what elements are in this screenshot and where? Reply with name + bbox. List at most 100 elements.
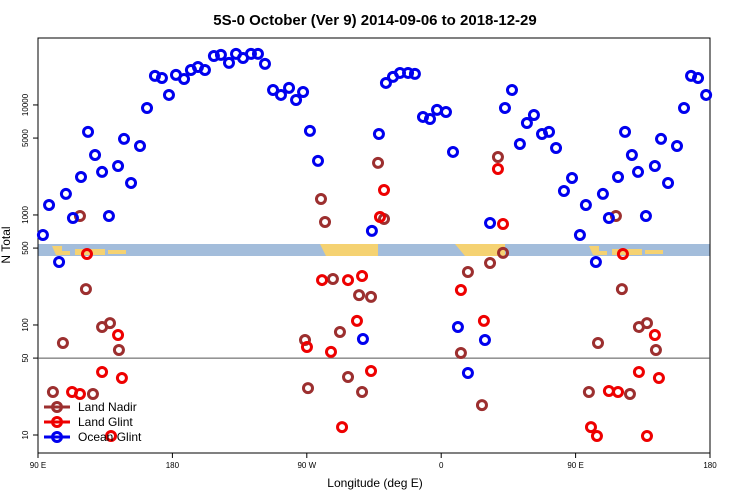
point — [342, 274, 355, 287]
point — [497, 217, 510, 230]
x-tick-label: 90 E — [30, 461, 46, 470]
point — [424, 112, 436, 125]
point — [96, 165, 109, 178]
point — [222, 56, 235, 69]
point — [408, 67, 421, 80]
point — [655, 132, 668, 145]
x-tick-label: 0 — [439, 461, 444, 470]
point — [584, 421, 597, 434]
point — [461, 367, 474, 380]
point — [80, 247, 93, 260]
point — [96, 365, 109, 378]
point — [118, 132, 131, 145]
point — [402, 66, 415, 79]
point — [198, 63, 211, 76]
point — [115, 371, 128, 384]
point — [356, 385, 369, 398]
point — [379, 76, 392, 89]
point — [133, 139, 146, 152]
point — [491, 162, 504, 175]
point — [692, 71, 705, 84]
point — [290, 93, 303, 106]
point — [46, 385, 59, 398]
point — [498, 101, 511, 114]
point — [112, 343, 125, 356]
point — [316, 274, 329, 287]
point — [207, 49, 220, 62]
point — [66, 211, 79, 224]
y-tick-label: 5000 — [21, 129, 30, 147]
point — [373, 210, 386, 223]
legend-marker — [51, 431, 63, 443]
point — [365, 364, 378, 377]
point — [475, 399, 488, 412]
y-tick-label: 10 — [21, 430, 30, 439]
point — [639, 209, 652, 222]
y-axis-label: N Total — [0, 226, 13, 263]
point — [451, 320, 464, 333]
point — [527, 108, 540, 121]
point — [333, 326, 346, 339]
point — [312, 154, 324, 167]
point — [602, 385, 615, 398]
point — [670, 139, 683, 152]
point — [372, 156, 385, 169]
point — [103, 317, 116, 330]
legend-marker — [51, 416, 63, 428]
point — [73, 387, 86, 400]
point — [303, 124, 316, 137]
point — [640, 429, 653, 442]
point — [625, 148, 638, 161]
x-axis-label: Longitude (deg E) — [327, 476, 422, 490]
point — [125, 176, 138, 189]
point — [86, 387, 99, 400]
point — [378, 183, 391, 196]
point — [319, 216, 332, 229]
point — [700, 88, 713, 101]
point — [478, 333, 491, 346]
point — [267, 83, 280, 96]
point — [596, 187, 609, 200]
point — [649, 343, 662, 356]
point — [79, 283, 92, 296]
y-tick-label: 100 — [21, 318, 30, 332]
point — [326, 272, 339, 285]
point — [640, 317, 653, 330]
point — [356, 332, 369, 345]
point — [56, 337, 69, 350]
point — [573, 228, 586, 241]
point — [616, 247, 629, 260]
point — [82, 125, 95, 138]
point — [632, 165, 645, 178]
point — [324, 345, 337, 358]
point — [632, 365, 645, 378]
x-tick-label: 180 — [703, 461, 717, 470]
point — [662, 176, 675, 189]
point — [648, 159, 661, 172]
point — [477, 314, 490, 327]
point — [566, 171, 579, 184]
point — [274, 88, 287, 101]
point — [612, 385, 625, 398]
point — [141, 101, 154, 114]
point — [356, 269, 369, 282]
point — [623, 387, 636, 400]
point — [342, 370, 355, 383]
point — [75, 170, 88, 183]
point — [439, 105, 452, 118]
point — [162, 88, 175, 101]
point — [648, 328, 661, 341]
point — [652, 371, 665, 384]
point — [491, 150, 504, 163]
plot-frame — [37, 37, 711, 454]
point — [615, 283, 628, 296]
point — [105, 429, 118, 442]
y-tick-label: 50 — [21, 353, 30, 362]
legend-label: Land Glint — [78, 415, 133, 429]
point — [497, 246, 510, 259]
point — [283, 81, 296, 94]
point — [297, 85, 310, 98]
point — [350, 314, 363, 327]
point — [365, 224, 378, 237]
